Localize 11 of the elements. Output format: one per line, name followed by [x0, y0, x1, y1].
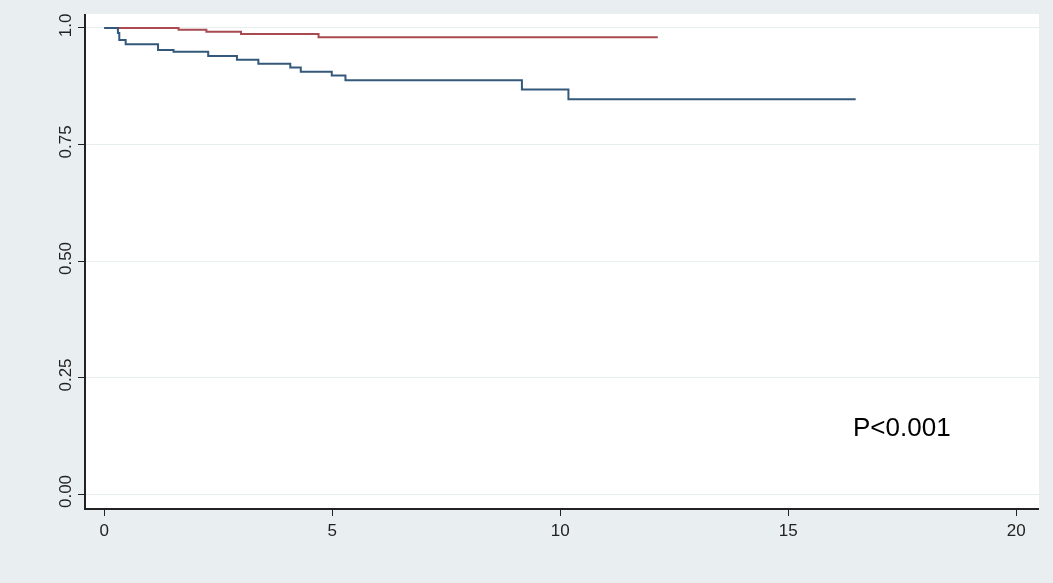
y-tick-label: 0.75: [56, 125, 76, 159]
x-tick-label: 20: [1006, 521, 1026, 541]
y-tick-label: 0.00: [56, 474, 76, 509]
x-tick-label: 0: [99, 521, 109, 541]
y-tick-label: 0.50: [56, 241, 76, 275]
x-tick-label: 15: [778, 521, 798, 541]
x-tick-label: 5: [327, 521, 337, 541]
annotation: P<0.001: [853, 412, 951, 442]
y-tick-label: 0.25: [56, 358, 76, 392]
x-tick-label: 10: [550, 521, 570, 541]
y-tick-label: 1.0: [56, 13, 76, 38]
